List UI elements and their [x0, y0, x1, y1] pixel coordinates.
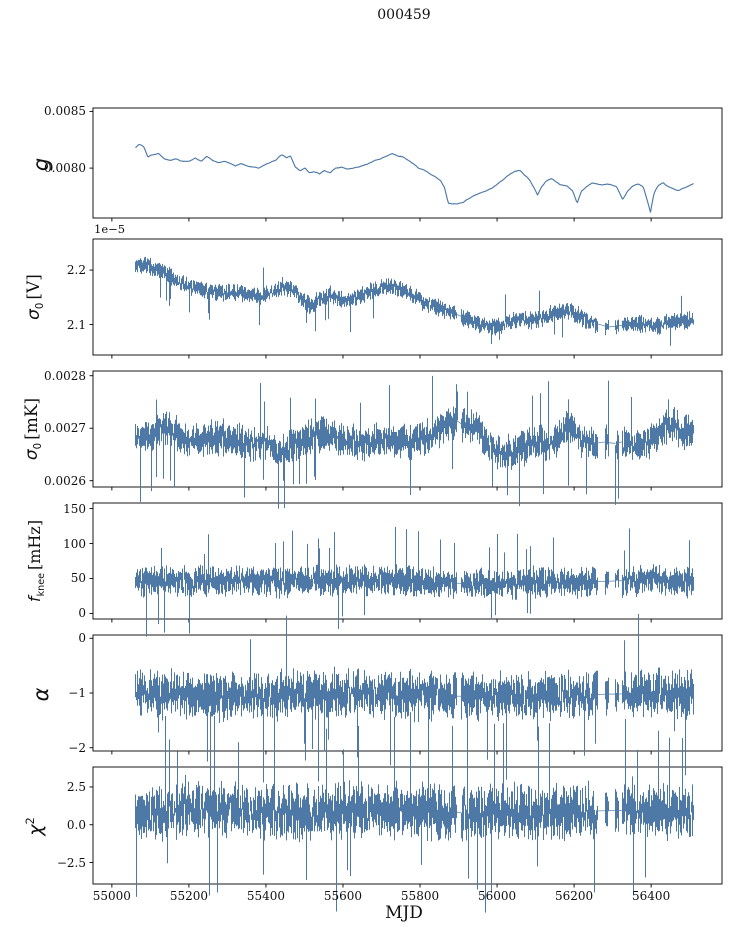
- ylabel-symbol: σ: [23, 309, 44, 320]
- y-tick-label: 0.0085: [44, 104, 86, 119]
- y-tick-label: 0.0028: [44, 368, 86, 383]
- ylabel-unit: [mHz]: [24, 519, 44, 570]
- y-tick-label: −2.5: [56, 855, 86, 870]
- x-tick-label: 55800: [400, 889, 440, 903]
- y-axis-label-chi2: χ2: [23, 814, 49, 836]
- y-axis-label-sigma0-v: σ0 [V]: [24, 274, 46, 320]
- y-tick-label: 0.0027: [44, 421, 86, 436]
- y-tick-label: 0.0080: [44, 161, 86, 176]
- y-tick-label: 2.1: [66, 317, 86, 332]
- x-tick-label: 55200: [169, 889, 208, 903]
- y-tick-label: −2: [68, 740, 86, 755]
- x-tick-label: 55000: [92, 889, 131, 903]
- y-tick-label: −1: [68, 686, 86, 700]
- ylabel-superscript: 2: [22, 817, 37, 825]
- x-tick-label: 56200: [554, 889, 594, 903]
- y-tick-label: 0: [78, 606, 86, 621]
- y-axis-offset-text: 1e−5: [94, 222, 126, 236]
- ylabel-unit: [mK]: [21, 397, 42, 440]
- y-tick-label: 0.0: [66, 817, 86, 832]
- y-tick-label: 50: [70, 571, 86, 586]
- ylabel-symbol: f: [24, 596, 44, 603]
- ylabel-symbol: σ: [21, 449, 42, 461]
- ylabel-symbol: α: [28, 687, 53, 702]
- x-axis-label: MJD: [385, 903, 423, 923]
- ylabel-unit: [V]: [23, 274, 44, 300]
- x-tick-label: 55600: [323, 889, 363, 903]
- y-tick-label: 150: [63, 501, 86, 516]
- ylabel-symbol: χ: [24, 824, 47, 836]
- y-tick-label: 100: [63, 536, 86, 551]
- x-tick-label: 56400: [632, 889, 671, 903]
- y-axis-label-alpha: α: [28, 685, 56, 702]
- y-tick-label: 0.0026: [44, 473, 86, 488]
- ylabel-subscript: 0: [35, 302, 47, 310]
- y-axis-label-sigma0-mk: σ0 [mK]: [22, 398, 44, 460]
- x-tick-label: 55400: [246, 889, 286, 903]
- y-tick-label: 2.2: [66, 263, 86, 278]
- ylabel-subscript: 0: [33, 442, 45, 450]
- y-tick-label: 0: [78, 631, 86, 646]
- y-axis-label-fknee: fknee [mHz]: [25, 520, 47, 602]
- x-tick-label: 56000: [477, 889, 517, 903]
- figure-title: 000459: [377, 7, 431, 23]
- y-tick-label: 2.5: [66, 779, 86, 794]
- ylabel-subscript: knee: [36, 572, 48, 597]
